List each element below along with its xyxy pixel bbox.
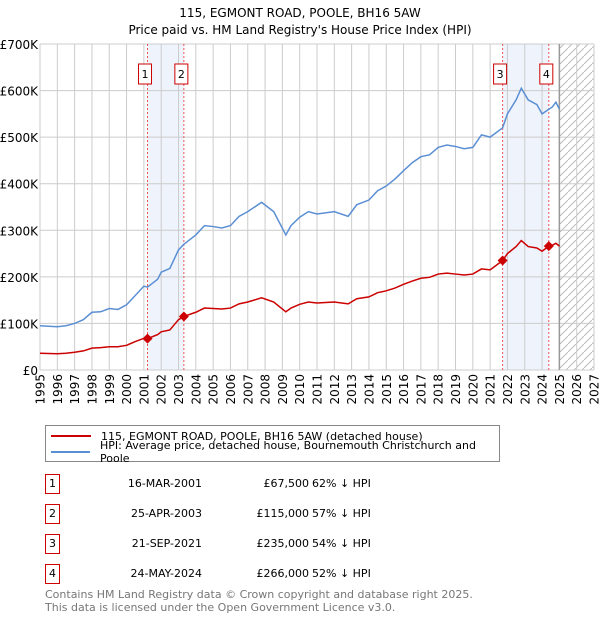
sale-price: £266,000	[256, 567, 310, 580]
y-tick-label: £600K	[0, 85, 39, 99]
x-tick-label: 1997	[68, 374, 82, 405]
sale-marker	[178, 311, 189, 322]
footer-line: This data is licensed under the Open Gov…	[45, 601, 396, 614]
x-tick-label: 2023	[518, 374, 532, 405]
x-tick-label: 2010	[293, 374, 307, 405]
sale-hpi: 62% ↓ HPI	[312, 477, 371, 490]
x-tick-label: 2018	[432, 374, 446, 405]
sale-number: 1	[45, 474, 60, 494]
x-tick-label: 2021	[484, 374, 498, 405]
sale-label-box	[539, 63, 554, 85]
sale-date: 21-SEP-2021	[131, 537, 202, 550]
sale-label: 4	[543, 68, 550, 81]
sale-number: 3	[45, 534, 60, 554]
sale-price: £235,000	[256, 537, 310, 550]
sale-label-box	[174, 63, 189, 85]
x-tick-label: 2006	[224, 374, 238, 405]
x-tick-label: 2012	[328, 374, 342, 405]
x-tick-label: 2004	[189, 374, 203, 405]
footer-line: Contains HM Land Registry data © Crown c…	[45, 588, 473, 601]
x-tick-label: 1996	[51, 374, 65, 405]
sale-marker	[543, 241, 554, 252]
footer: Contains HM Land Registry data © Crown c…	[45, 588, 473, 614]
sale-marker	[142, 333, 153, 344]
x-tick-label: 2016	[397, 374, 411, 405]
x-tick-label: 2020	[466, 374, 480, 405]
sale-hpi: 54% ↓ HPI	[312, 537, 371, 550]
table-row: 3 21-SEP-2021 £235,000 54% ↓ HPI	[45, 534, 445, 554]
x-tick-label: 2026	[570, 374, 584, 405]
sale-marker	[497, 255, 508, 266]
highlight-band	[147, 44, 184, 370]
x-tick-label: 2002	[155, 374, 169, 405]
x-tick-label: 2025	[553, 374, 567, 405]
x-tick-label: 1995	[34, 374, 48, 405]
sale-hpi: 52% ↓ HPI	[312, 567, 371, 580]
y-tick-label: £100K	[0, 317, 39, 331]
chart-title: 115, EGMONT ROAD, POOLE, BH16 5AW	[179, 6, 421, 20]
sale-label: 2	[178, 68, 185, 81]
sale-number: 4	[45, 564, 60, 584]
legend-swatch	[51, 451, 91, 453]
x-tick-label: 2000	[120, 374, 134, 405]
sale-date: 25-APR-2003	[130, 507, 202, 520]
y-tick-label: £700K	[0, 38, 39, 52]
chart-subtitle: Price paid vs. HM Land Registry's House …	[128, 23, 471, 37]
y-tick-label: £500K	[0, 131, 39, 145]
legend-label: HPI: Average price, detached house, Bour…	[100, 439, 476, 465]
table-row: 1 16-MAR-2001 £67,500 62% ↓ HPI	[45, 474, 445, 494]
x-tick-label: 2013	[345, 374, 359, 405]
sale-label-box	[138, 63, 153, 85]
x-tick-label: 2009	[276, 374, 290, 405]
legend-swatch	[51, 435, 91, 437]
sale-label: 1	[142, 68, 149, 81]
y-tick-label: £0	[23, 364, 38, 378]
x-tick-label: 2022	[501, 374, 515, 405]
x-tick-label: 2005	[207, 374, 221, 405]
x-tick-label: 2007	[241, 374, 255, 405]
series-line	[39, 86, 561, 328]
sale-number: 2	[45, 504, 60, 524]
sale-label-box	[493, 63, 508, 85]
x-tick-label: 2014	[362, 374, 376, 405]
y-tick-label: £400K	[0, 178, 39, 192]
highlight-band	[502, 44, 549, 370]
x-tick-label: 2019	[449, 374, 463, 405]
table-row: 2 25-APR-2003 £115,000 57% ↓ HPI	[45, 504, 445, 524]
x-tick-label: 1998	[85, 374, 99, 405]
legend-label: 115, EGMONT ROAD, POOLE, BH16 5AW (detac…	[101, 429, 423, 443]
legend: 115, EGMONT ROAD, POOLE, BH16 5AW (detac…	[45, 425, 500, 465]
x-tick-label: 2015	[380, 374, 394, 405]
y-tick-label: £200K	[0, 271, 39, 285]
x-tick-label: 2017	[414, 374, 428, 405]
price-chart: 115, EGMONT ROAD, POOLE, BH16 5AW Price p…	[0, 6, 600, 405]
sale-date: 24-MAY-2024	[130, 567, 202, 580]
x-tick-label: 2001	[137, 374, 151, 405]
sale-label: 3	[497, 68, 504, 81]
y-tick-label: £300K	[0, 224, 39, 238]
x-tick-label: 2024	[536, 374, 550, 405]
x-tick-label: 2008	[259, 374, 273, 405]
legend-item-hpi: HPI: Average price, detached house, Bour…	[51, 439, 499, 465]
x-tick-label: 2027	[588, 374, 600, 405]
sale-hpi: 57% ↓ HPI	[312, 507, 371, 520]
sale-price: £67,500	[263, 477, 310, 490]
sale-price: £115,000	[256, 507, 310, 520]
x-tick-label: 2011	[311, 374, 325, 405]
table-row: 4 24-MAY-2024 £266,000 52% ↓ HPI	[45, 564, 445, 584]
sale-date: 16-MAR-2001	[127, 477, 202, 490]
x-tick-label: 2003	[172, 374, 186, 405]
legend-item-property: 115, EGMONT ROAD, POOLE, BH16 5AW (detac…	[51, 428, 423, 444]
x-tick-label: 1999	[103, 374, 117, 405]
